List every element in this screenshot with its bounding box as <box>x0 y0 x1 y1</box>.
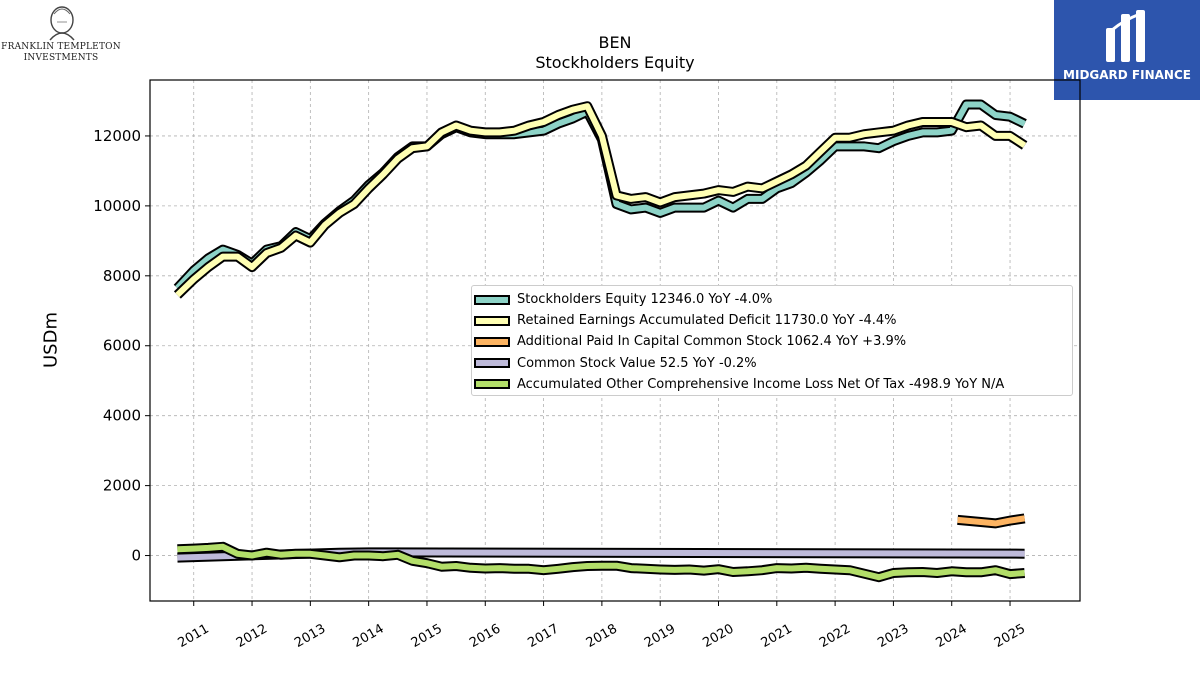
chart-legend: Stockholders Equity 12346.0 YoY -4.0% Re… <box>471 285 1073 396</box>
legend-swatch <box>474 379 510 390</box>
x-tick-label: 2011 <box>176 621 212 651</box>
x-tick-label: 2018 <box>584 621 620 651</box>
legend-label: Stockholders Equity 12346.0 YoY -4.0% <box>517 292 773 308</box>
legend-item-retained-earnings: Retained Earnings Accumulated Deficit 11… <box>472 310 1072 331</box>
legend-label: Common Stock Value 52.5 YoY -0.2% <box>517 355 757 371</box>
y-tick-label: 4000 <box>103 407 141 425</box>
x-tick-label: 2025 <box>992 621 1028 651</box>
y-tick-label: 10000 <box>93 197 141 215</box>
x-tick-label: 2016 <box>467 621 503 651</box>
y-axis-label: USDm <box>40 312 62 368</box>
x-tick-label: 2021 <box>759 621 795 651</box>
ft-logo-line1: FRANKLIN TEMPLETON <box>1 42 121 52</box>
series-retained-earnings-accumulated-deficit-line <box>175 103 1027 298</box>
legend-item-common-stock-value: Common Stock Value 52.5 YoY -0.2% <box>472 353 1072 374</box>
x-tick-label: 2015 <box>409 621 445 651</box>
x-tick-label: 2013 <box>292 621 328 651</box>
series-accumulated-other-comprehensive-income-loss-net-of-tax-line <box>177 543 1025 581</box>
x-tick-label: 2024 <box>934 621 970 651</box>
ft-logo-line2: INVESTMENTS <box>23 53 99 63</box>
legend-swatch <box>474 358 510 369</box>
midgard-finance-logo: MIDGARD FINANCE <box>1054 0 1200 100</box>
legend-label: Accumulated Other Comprehensive Income L… <box>517 376 1005 392</box>
x-tick-label: 2014 <box>350 621 386 651</box>
legend-label: Additional Paid In Capital Common Stock … <box>517 334 907 350</box>
franklin-templeton-logo: FRANKLIN TEMPLETON INVESTMENTS <box>0 0 122 70</box>
legend-item-additional-paid-in-capital: Additional Paid In Capital Common Stock … <box>472 331 1072 352</box>
y-tick-label: 2000 <box>103 477 141 495</box>
y-tick-label: 6000 <box>103 337 141 355</box>
x-tick-label: 2020 <box>700 621 736 651</box>
legend-swatch <box>474 294 510 305</box>
y-tick-label: 0 <box>131 547 141 565</box>
legend-swatch <box>474 336 510 347</box>
franklin-portrait-icon <box>49 6 75 41</box>
x-tick-label: 2022 <box>817 621 853 651</box>
legend-item-stockholders-equity: Stockholders Equity 12346.0 YoY -4.0% <box>472 289 1072 310</box>
legend-label: Retained Earnings Accumulated Deficit 11… <box>517 313 897 329</box>
midgard-logo-text: MIDGARD FINANCE <box>1063 68 1191 82</box>
x-tick-label: 2012 <box>234 621 270 651</box>
y-tick-label: 12000 <box>93 127 141 145</box>
legend-swatch <box>474 315 510 326</box>
legend-item-aoci: Accumulated Other Comprehensive Income L… <box>472 374 1072 395</box>
chart-subtitle: Stockholders Equity <box>535 53 695 72</box>
midgard-mark-icon <box>1106 10 1145 62</box>
x-tick-label: 2017 <box>525 621 561 651</box>
plot-frame <box>149 79 1081 602</box>
y-tick-label: 8000 <box>103 267 141 285</box>
chart-title: BEN <box>598 33 632 52</box>
x-tick-label: 2019 <box>642 621 678 651</box>
x-tick-label: 2023 <box>875 621 911 651</box>
series-additional-paid-in-capital-common-stock-line <box>957 515 1026 527</box>
